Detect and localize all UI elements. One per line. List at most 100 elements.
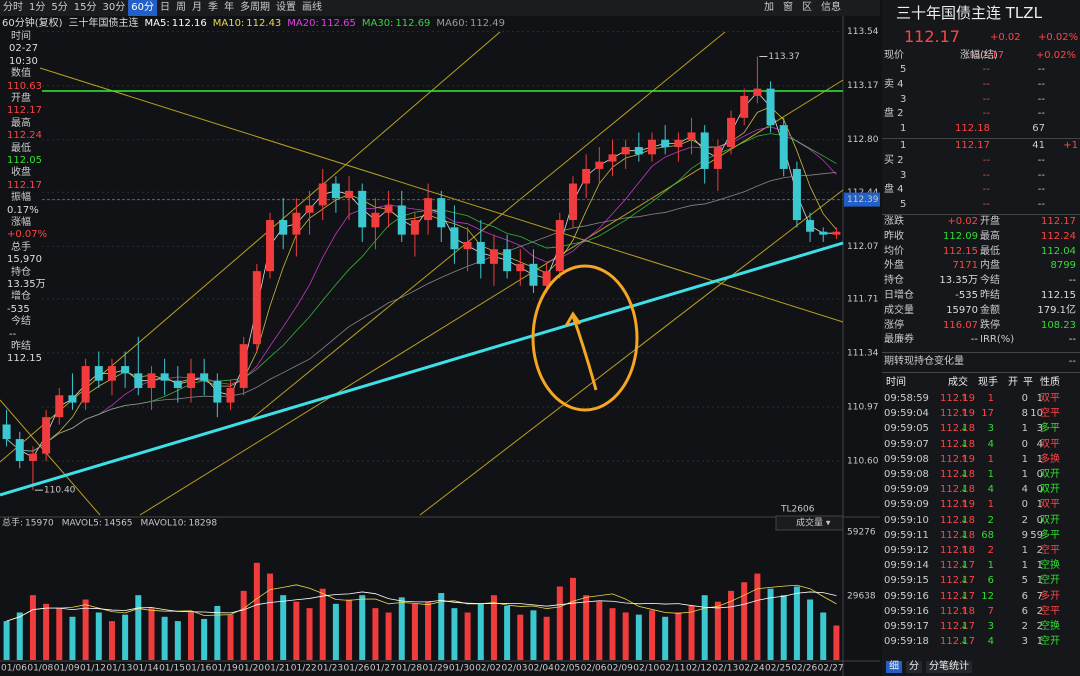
- hand-circle: [531, 264, 639, 412]
- ma-line: [6, 171, 837, 452]
- quote-cell: 41: [1032, 140, 1045, 151]
- chart-header: 60分钟(复权) 三十年国债主连 MA5: 112.16 MA10: 112.43 MA20…: [2, 18, 511, 30]
- period-tab[interactable]: 日: [159, 2, 170, 13]
- quote-cell: 09:59:12: [884, 545, 929, 556]
- x-tick-label: 01/20: [238, 664, 264, 674]
- quote-cell: 112.18: [940, 514, 975, 526]
- quote-cell: 双开: [1040, 484, 1060, 496]
- info-label: 时间: [11, 31, 31, 42]
- period-tab[interactable]: 设置: [275, 2, 296, 13]
- quote-cell: 09:59:04: [884, 408, 929, 420]
- x-tick-label: 02/04: [528, 664, 554, 674]
- x-tick-label: 02/12: [686, 664, 712, 674]
- info-label: 数值: [11, 68, 31, 80]
- divider: [882, 352, 1080, 353]
- vol-value: 14565: [104, 519, 133, 529]
- bottom-tab[interactable]: 分: [906, 661, 922, 673]
- quote-cell: 1: [1036, 499, 1043, 511]
- candle-body: [424, 198, 433, 221]
- quote-cell: 1: [900, 123, 907, 135]
- ma-label: MA20:: [287, 18, 319, 29]
- toolbar-icon[interactable]: 加: [764, 2, 774, 13]
- vol-value: 15970: [25, 519, 54, 529]
- quote-cell: 112.18: [940, 605, 975, 617]
- x-tick-label: 01/26: [343, 664, 369, 674]
- support-line: [0, 241, 844, 497]
- y-tick-label: 112.07: [847, 242, 879, 252]
- volume-bar: [569, 577, 576, 660]
- quote-cell: 现价: [884, 50, 904, 61]
- quote-cell: --: [1037, 93, 1045, 105]
- candle-body: [318, 183, 327, 206]
- candle-body: [358, 190, 367, 228]
- quote-cell: 09:59:10: [884, 514, 929, 526]
- x-tick-label: 01/30: [449, 664, 475, 674]
- period-tab[interactable]: 多周期: [239, 2, 270, 13]
- volume-bar: [780, 595, 787, 660]
- high-note: 113.37: [768, 52, 800, 62]
- period-tab[interactable]: 周: [175, 2, 186, 13]
- period-tab[interactable]: 60分: [128, 0, 157, 16]
- period-tab[interactable]: 月: [191, 2, 202, 13]
- x-tick-label: 02/03: [502, 664, 528, 674]
- volume-bar: [122, 614, 129, 660]
- period-tab[interactable]: 画线: [301, 2, 322, 13]
- ma-label: MA60:: [436, 18, 468, 29]
- quote-cell: --: [1037, 154, 1045, 166]
- quote-cell: 68: [981, 529, 994, 541]
- period-tab[interactable]: 分时: [3, 2, 23, 13]
- divider: [882, 214, 1080, 215]
- period-tab[interactable]: 季: [207, 2, 218, 13]
- quote-cell: 2: [1036, 545, 1043, 556]
- candle-body: [15, 439, 24, 461]
- period-tab[interactable]: 30分: [102, 2, 126, 13]
- candle-body: [81, 366, 90, 403]
- candle-body: [266, 220, 275, 272]
- quote-cell: 7171: [952, 260, 978, 272]
- candle-body: [397, 205, 406, 235]
- volume-bar: [398, 597, 405, 660]
- quote-cell: 112.18: [940, 438, 975, 450]
- period-tab[interactable]: 年: [223, 2, 234, 13]
- period-tab[interactable]: 15分: [73, 2, 97, 13]
- period-tab[interactable]: 5分: [51, 2, 68, 13]
- quote-cell: 112.17: [940, 575, 975, 587]
- current-label: 112.39: [847, 195, 879, 205]
- mavol-line: [6, 591, 837, 622]
- candle-body: [107, 366, 116, 381]
- candle-body: [806, 220, 815, 232]
- bottom-tab[interactable]: 分笔统计: [926, 661, 972, 673]
- period-tab[interactable]: 1分: [29, 2, 46, 13]
- candle-body: [713, 147, 722, 169]
- x-tick-label: 01/29: [423, 664, 449, 674]
- quote-cell: 112.19: [940, 499, 975, 511]
- quote-cell: 09:59:08: [884, 469, 929, 480]
- candle-body: [766, 88, 775, 126]
- quote-cell: 内盘: [980, 260, 1000, 272]
- volume-bar: [135, 595, 142, 660]
- quote-cell: --: [982, 93, 990, 105]
- quote-cell: 09:59:16: [884, 605, 929, 617]
- quote-cell: IRR(%): [980, 334, 1015, 346]
- trade-head: 成交: [948, 377, 968, 388]
- x-tick-label: 01/28: [396, 664, 422, 674]
- quote-cell: ↓: [960, 469, 969, 480]
- volume-bar: [108, 621, 115, 660]
- volume-bar: [543, 616, 550, 660]
- info-label: 昨结: [11, 341, 31, 352]
- x-tick-label: 02/24: [739, 664, 765, 674]
- candle-body: [279, 220, 288, 235]
- bottom-tab[interactable]: 细: [886, 661, 902, 673]
- quote-cell: --: [1037, 64, 1045, 75]
- period: 60分钟(复权): [2, 18, 63, 29]
- ma-line: [6, 106, 837, 452]
- toolbar-icon[interactable]: 信息: [821, 2, 841, 13]
- quote-cell: 5: [1021, 575, 1028, 587]
- quote-cell: 空平: [1040, 605, 1060, 617]
- toolbar-icon[interactable]: 区: [802, 2, 812, 13]
- toolbar-icon[interactable]: 窗: [783, 2, 793, 13]
- quote-cell: 外盘: [884, 260, 904, 272]
- trend-line: [0, 399, 101, 516]
- ma-value: 112.69: [395, 18, 431, 29]
